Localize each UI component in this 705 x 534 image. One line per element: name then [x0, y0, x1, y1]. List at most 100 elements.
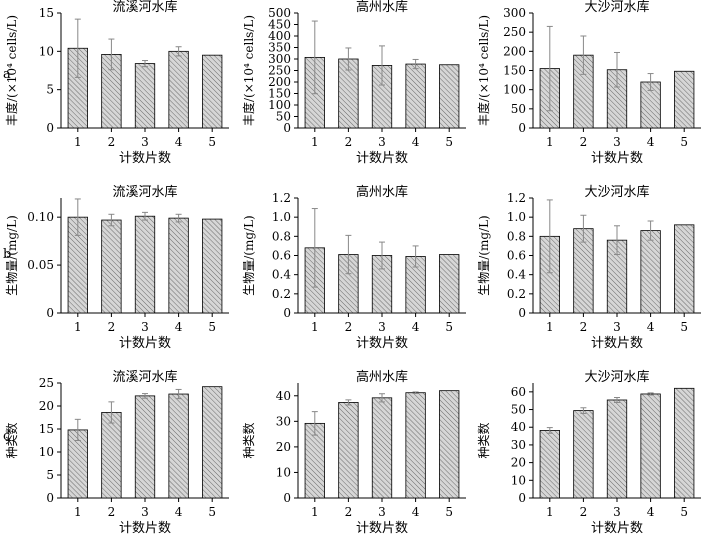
x-tick-label: 5: [445, 320, 453, 334]
y-tick-label: 350: [268, 41, 291, 55]
x-tick-label: 1: [74, 135, 82, 149]
y-tick-label: 25: [39, 376, 54, 390]
x-tick-label: 2: [580, 505, 588, 519]
x-axis-label: 计数片数: [356, 521, 408, 534]
bar: [168, 50, 189, 129]
y-tick-label: 200: [268, 75, 291, 89]
y-tick-label: 0: [518, 306, 526, 320]
row-label-c: c: [3, 429, 10, 444]
bar: [101, 412, 122, 499]
y-tick-label: 60: [511, 385, 526, 399]
chart-panel-7: 流溪河水库 0 5 10 15 20 25 1 2 3 4 5 计数片数 种类数: [4, 369, 229, 534]
chart-title: 高州水库: [356, 369, 408, 385]
y-tick-label: 5: [46, 83, 54, 97]
chart-title: 高州水库: [356, 0, 408, 15]
x-tick-label: 4: [412, 320, 420, 334]
chart-title: 大沙河水库: [584, 369, 649, 385]
y-tick-label: 40: [276, 389, 291, 403]
y-tick-label: 0: [46, 121, 54, 135]
y-tick-label: 500: [268, 6, 291, 20]
bar: [674, 387, 695, 499]
bar: [134, 395, 156, 499]
x-axis-label: 计数片数: [119, 521, 171, 534]
x-tick-label: 4: [175, 320, 183, 334]
x-tick-label: 2: [108, 320, 116, 334]
x-tick-label: 2: [108, 505, 116, 519]
x-axis-label: 计数片数: [591, 151, 643, 166]
x-tick-label: 2: [345, 135, 353, 149]
y-tick-label: 1.0: [272, 210, 291, 224]
x-tick-label: 2: [345, 320, 353, 334]
y-tick-label: 300: [503, 6, 526, 20]
bar: [168, 217, 189, 314]
x-tick-label: 1: [311, 320, 319, 334]
chart-title: 大沙河水库: [584, 0, 649, 15]
y-tick-label: 10: [39, 44, 54, 58]
x-tick-label: 3: [141, 135, 149, 149]
bar: [338, 402, 359, 499]
y-tick-label: 5: [46, 468, 54, 482]
y-tick-label: 0.2: [272, 287, 291, 301]
x-tick-label: 3: [141, 505, 149, 519]
x-tick-label: 5: [680, 320, 688, 334]
x-tick-label: 2: [580, 320, 588, 334]
x-tick-label: 2: [108, 135, 116, 149]
y-tick-label: 0: [283, 121, 291, 135]
y-tick-label: 15: [39, 422, 54, 436]
x-tick-label: 5: [680, 135, 688, 149]
x-axis-label: 计数片数: [591, 521, 643, 534]
x-tick-label: 4: [175, 135, 183, 149]
y-tick-label: 20: [39, 399, 54, 413]
y-tick-label: 0.8: [507, 229, 526, 243]
chart-panel-8: 高州水库 0 10 20 30 40 1 2 3 4 5 计数片数 种类数: [241, 369, 466, 534]
y-axis-label: 生物量/(mg/L): [242, 215, 256, 295]
y-tick-label: 50: [511, 403, 526, 417]
x-tick-label: 2: [345, 505, 353, 519]
chart-title: 流溪河水库: [112, 0, 177, 15]
y-axis-label: 种类数: [241, 422, 256, 458]
bar: [405, 392, 426, 499]
x-tick-label: 5: [445, 505, 453, 519]
y-tick-label: 300: [268, 52, 291, 66]
row-label-a: a: [3, 67, 11, 82]
bar: [539, 430, 560, 499]
y-axis-label: 丰度/(×10⁴ cells/L): [4, 15, 19, 126]
y-tick-label: 15: [39, 6, 54, 20]
bar: [101, 219, 122, 314]
chart-title: 流溪河水库: [112, 184, 177, 200]
bar: [439, 390, 460, 499]
x-axis-label: 计数片数: [119, 336, 171, 351]
y-tick-label: 0.6: [272, 249, 291, 263]
y-tick-label: 1.2: [272, 191, 291, 205]
y-tick-label: 400: [268, 29, 291, 43]
chart-panel-3: 大沙河水库 0 50 100 150 200 250 300 1 2 3 4 5 计数片数 丰度/(×10⁴…: [476, 0, 701, 166]
y-tick-label: 0.8: [272, 229, 291, 243]
x-tick-label: 1: [74, 320, 82, 334]
y-tick-label: 100: [503, 83, 526, 97]
y-tick-label: 0: [46, 491, 54, 505]
y-tick-label: 250: [503, 25, 526, 39]
chart-title: 大沙河水库: [584, 184, 649, 200]
y-tick-label: 0: [518, 491, 526, 505]
row-label-b: b: [3, 247, 11, 262]
y-axis-label: 种类数: [4, 422, 19, 458]
y-tick-label: 1.2: [507, 191, 526, 205]
y-axis-label: 生物量/(mg/L): [477, 215, 491, 295]
y-axis-label: 丰度/(×10⁴ cells/L): [476, 15, 491, 126]
bar: [202, 386, 223, 499]
x-tick-label: 4: [412, 505, 420, 519]
y-tick-label: 150: [268, 87, 291, 101]
y-tick-label: 0.4: [507, 268, 526, 282]
chart-title: 高州水库: [356, 184, 408, 200]
x-tick-label: 1: [74, 505, 82, 519]
x-tick-label: 5: [680, 505, 688, 519]
x-tick-label: 4: [647, 135, 655, 149]
bar: [168, 393, 189, 499]
y-tick-label: 0.4: [272, 268, 291, 282]
bar: [640, 393, 661, 499]
x-tick-label: 1: [311, 505, 319, 519]
y-tick-label: 450: [268, 18, 291, 32]
x-tick-label: 1: [311, 135, 319, 149]
